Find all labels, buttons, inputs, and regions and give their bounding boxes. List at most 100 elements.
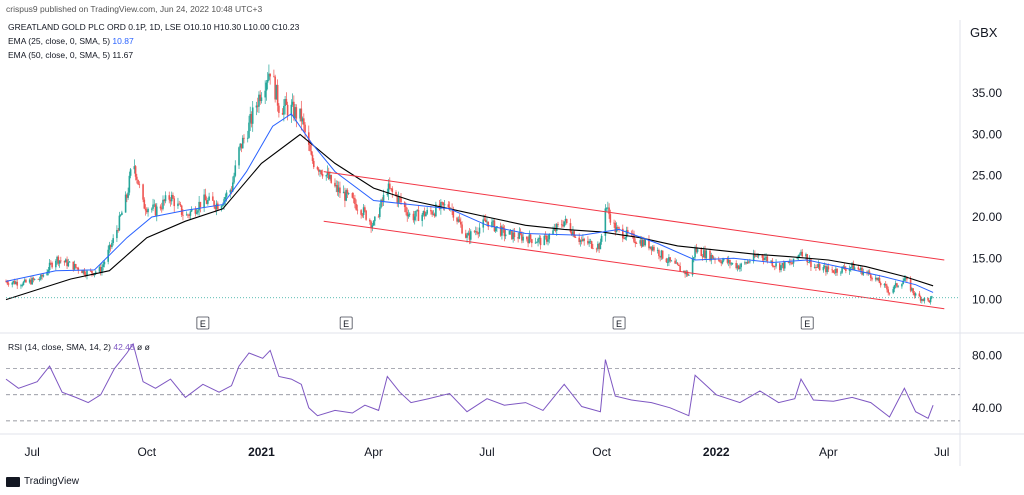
candle-body bbox=[147, 208, 149, 213]
candle-body bbox=[304, 124, 306, 133]
candle-body bbox=[796, 257, 799, 259]
candle-body bbox=[562, 225, 564, 227]
candle-body bbox=[511, 230, 513, 240]
candle-body bbox=[879, 283, 882, 286]
candle-body bbox=[447, 204, 450, 207]
candle-body bbox=[238, 147, 240, 166]
candle-body bbox=[214, 206, 217, 210]
candle-body bbox=[634, 241, 637, 244]
candle-body bbox=[752, 253, 755, 262]
candle-body bbox=[798, 254, 801, 256]
candle-body bbox=[346, 190, 349, 194]
candle-body bbox=[103, 261, 106, 265]
candle-body bbox=[164, 195, 167, 202]
candle-body bbox=[810, 259, 812, 268]
candle-body bbox=[173, 198, 176, 207]
candle-body bbox=[569, 223, 572, 232]
candle-body bbox=[299, 108, 301, 119]
candle-body bbox=[189, 211, 192, 216]
candle-body bbox=[108, 244, 111, 250]
candle-body bbox=[745, 262, 747, 264]
candle-body bbox=[775, 263, 777, 267]
candle-body bbox=[923, 297, 926, 301]
candle-body bbox=[303, 118, 305, 125]
rsi-line bbox=[5, 342, 934, 420]
candle-body bbox=[554, 227, 557, 231]
candle-body bbox=[565, 218, 568, 224]
candle-body bbox=[42, 275, 45, 277]
candle-body bbox=[381, 199, 384, 202]
candle-body bbox=[782, 263, 785, 269]
candle-body bbox=[876, 277, 878, 280]
candle-body bbox=[588, 241, 590, 244]
candle-body bbox=[433, 213, 436, 217]
candle-body bbox=[208, 196, 210, 201]
candle-body bbox=[259, 94, 261, 102]
candle-body bbox=[508, 230, 511, 235]
candle-body bbox=[275, 84, 278, 100]
candle-body bbox=[326, 172, 329, 176]
candle-body bbox=[653, 246, 655, 251]
candle-body bbox=[234, 165, 237, 176]
candle-body bbox=[651, 246, 654, 251]
time-tick-label: 2022 bbox=[703, 445, 730, 459]
candle-body bbox=[526, 236, 528, 240]
candle-body bbox=[827, 266, 830, 270]
candle-body bbox=[51, 262, 53, 268]
candle-body bbox=[538, 237, 541, 239]
candle-body bbox=[55, 260, 57, 268]
earnings-marker bbox=[800, 316, 814, 330]
candle-body bbox=[361, 214, 364, 216]
candle-body bbox=[641, 239, 644, 247]
candle-body bbox=[101, 266, 103, 273]
candle-body bbox=[656, 250, 659, 251]
candle-body bbox=[539, 237, 542, 246]
candle-body bbox=[309, 144, 311, 152]
channel-lower-line bbox=[323, 220, 945, 310]
earnings-marker-label: E bbox=[804, 319, 810, 329]
candle-body bbox=[256, 105, 259, 107]
candle-body bbox=[762, 257, 765, 261]
candle-body bbox=[281, 112, 284, 115]
candle-body bbox=[365, 210, 367, 220]
candle-body bbox=[68, 261, 71, 263]
rsi-pane: 40.00 80.00 bbox=[5, 342, 1002, 422]
tradingview-logo[interactable]: TradingView bbox=[6, 476, 79, 487]
candle-body bbox=[589, 241, 592, 242]
candle-body bbox=[563, 221, 566, 227]
price-tick-label: 15.00 bbox=[972, 251, 1002, 265]
time-tick-label: Oct bbox=[592, 445, 611, 459]
candle-body bbox=[877, 277, 880, 280]
candle-body bbox=[513, 232, 516, 238]
candle-body bbox=[695, 248, 698, 252]
candle-body bbox=[570, 231, 573, 236]
candle-body bbox=[833, 272, 836, 274]
candle-body bbox=[31, 278, 33, 285]
candle-body bbox=[442, 202, 445, 205]
candle-body bbox=[294, 107, 296, 118]
candle-body bbox=[22, 281, 25, 286]
ema50-label: EMA (50, close, 0, SMA, 5) bbox=[8, 50, 111, 60]
candle-body bbox=[892, 289, 894, 293]
candle-body bbox=[431, 211, 433, 215]
candle-body bbox=[321, 173, 324, 177]
candle-body bbox=[683, 270, 685, 272]
candle-body bbox=[347, 193, 350, 194]
candle-body bbox=[582, 238, 584, 241]
candle-body bbox=[344, 191, 346, 201]
candle-body bbox=[118, 215, 121, 231]
candle-body bbox=[749, 261, 751, 263]
candle-body bbox=[377, 216, 380, 218]
candle-body bbox=[369, 219, 371, 222]
candle-body bbox=[502, 226, 504, 229]
candle-body bbox=[607, 207, 609, 209]
candle-body bbox=[678, 264, 680, 267]
candle-body bbox=[284, 98, 286, 106]
candle-body bbox=[595, 248, 598, 250]
candle-body bbox=[887, 289, 890, 293]
candle-body bbox=[195, 212, 198, 214]
candle-body bbox=[121, 212, 123, 215]
time-axis: Jul Oct 2021 Apr Jul Oct 2022 Apr Jul bbox=[24, 445, 949, 459]
candle-body bbox=[310, 151, 313, 155]
